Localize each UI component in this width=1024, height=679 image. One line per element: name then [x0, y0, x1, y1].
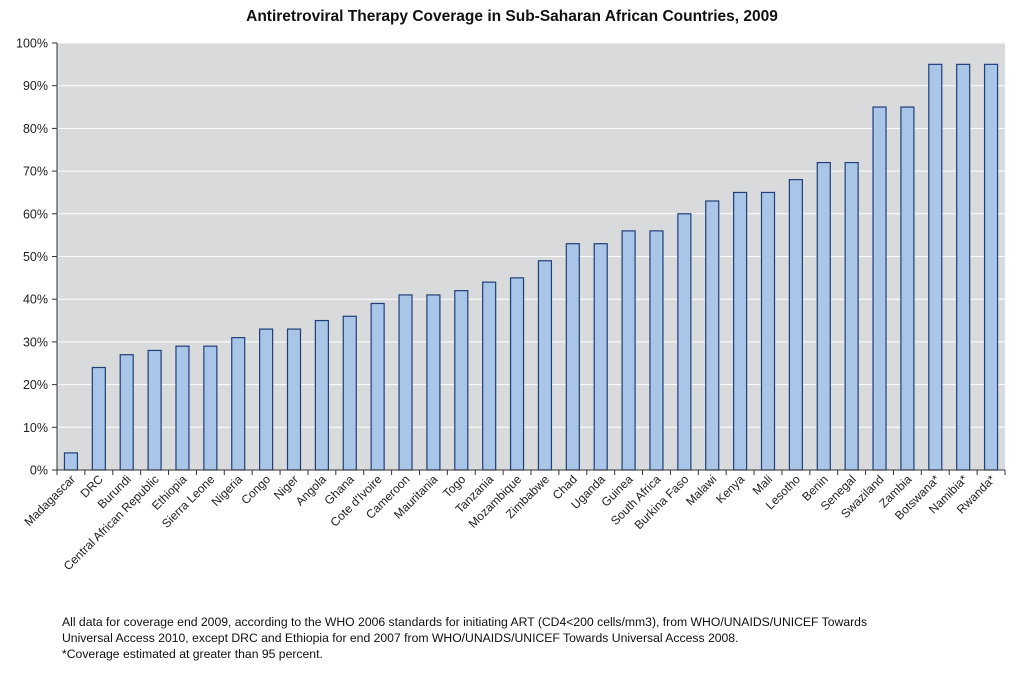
bar-kenya	[733, 191, 748, 471]
y-tick-label: 10%	[23, 421, 48, 435]
bar-botswana	[928, 63, 943, 471]
bar-sierra-leone	[203, 345, 218, 471]
x-category-label: Angola	[293, 472, 330, 509]
bar-swaziland	[872, 106, 887, 471]
y-tick-label: 0%	[30, 464, 48, 478]
bar-cameroon	[398, 294, 413, 471]
y-tick-label: 50%	[23, 250, 48, 264]
bar-niger	[286, 328, 302, 471]
y-tick-label: 90%	[23, 79, 48, 93]
y-tick-label: 30%	[23, 335, 48, 349]
bar-benin	[816, 161, 831, 471]
footnote: All data for coverage end 2009, accordin…	[62, 614, 1002, 662]
bar-drc	[91, 366, 106, 471]
y-tick-labels: 0% 10% 20% 30% 40% 50% 60% 70% 80% 90% 100%	[16, 37, 48, 478]
bar-south-africa	[649, 230, 664, 471]
bar-rwanda	[983, 63, 999, 471]
bar-senegal	[844, 161, 859, 471]
bar-zambia	[900, 106, 915, 471]
bar-chad	[565, 243, 580, 471]
bar-malawi	[705, 200, 720, 471]
footnote-line-2: Universal Access 2010, except DRC and Et…	[62, 631, 739, 645]
y-tick-label: 80%	[23, 122, 48, 136]
bar-mali	[760, 191, 776, 471]
x-category-label: Nigeria	[209, 472, 246, 509]
bar-angola	[314, 319, 329, 471]
x-category-label: Malawi	[683, 472, 719, 508]
y-tick-label: 100%	[16, 37, 48, 51]
y-tick-label: 60%	[23, 207, 48, 221]
bar-zimbabwe	[537, 260, 553, 471]
chart-title: Antiretroviral Therapy Coverage in Sub-S…	[246, 8, 778, 25]
y-tick-label: 40%	[23, 293, 48, 307]
bar-nigeria	[231, 337, 246, 471]
footnote-line-3: *Coverage estimated at greater than 95 p…	[62, 647, 323, 661]
bar-burkina-faso	[677, 213, 692, 471]
bar-chart: 0% 10% 20% 30% 40% 50% 60% 70% 80% 90% 100% Madaga…	[16, 37, 1006, 573]
bar-ethiopia	[175, 345, 190, 471]
bar-congo	[259, 328, 274, 471]
bar-lesotho	[788, 179, 803, 471]
bar-central-african-republic	[147, 349, 162, 471]
bar-mozambique	[509, 277, 525, 471]
y-tick-label: 70%	[23, 165, 48, 179]
bar-cote-d-ivoire	[370, 302, 385, 471]
bar-mauritania	[426, 294, 441, 471]
x-category-label: Madagascar	[21, 472, 78, 529]
bar-guinea	[621, 230, 636, 471]
x-category-label: Congo	[238, 472, 273, 507]
bar-tanzania	[482, 281, 497, 471]
footnote-line-1: All data for coverage end 2009, accordin…	[62, 615, 868, 629]
bar-ghana	[342, 315, 357, 471]
axes	[52, 42, 1006, 475]
bar-uganda	[593, 243, 608, 471]
bar-namibia	[956, 63, 971, 471]
x-category-label: Kenya	[713, 472, 747, 506]
bar-togo	[454, 290, 469, 471]
y-tick-label: 20%	[23, 378, 48, 392]
bar-burundi	[119, 354, 134, 471]
bar-madagascar	[63, 452, 79, 471]
